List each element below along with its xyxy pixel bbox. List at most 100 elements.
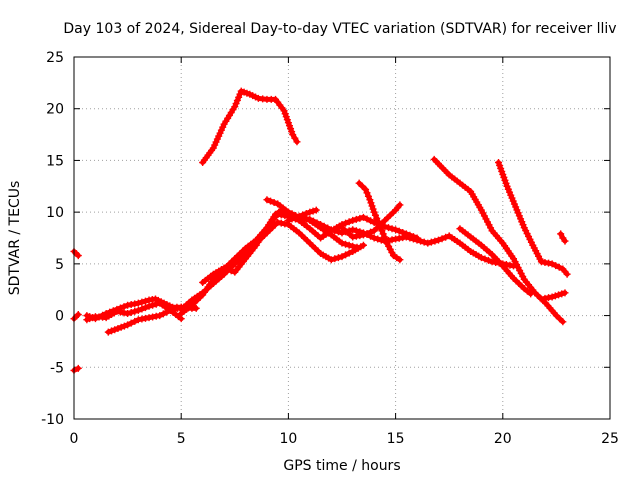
data-point <box>227 267 235 275</box>
x-tick-label: 15 <box>387 431 405 447</box>
data-point <box>377 224 385 232</box>
data-point <box>334 254 342 262</box>
data-point <box>552 312 560 320</box>
data-point <box>563 270 571 278</box>
data-point <box>358 182 366 190</box>
data-point <box>235 93 243 101</box>
data-point <box>141 297 149 305</box>
data-point <box>74 364 82 372</box>
data-point <box>312 206 320 214</box>
data-point <box>134 306 142 314</box>
y-tick-label: 5 <box>55 257 64 273</box>
x-tick-label: 5 <box>177 431 186 447</box>
plot-frame <box>73 56 611 420</box>
data-point <box>388 248 396 256</box>
data-point <box>170 305 178 313</box>
data-point <box>270 198 278 206</box>
data-point <box>363 230 371 238</box>
y-tick-label: 25 <box>46 50 64 66</box>
data-point <box>138 298 146 306</box>
data-point <box>117 323 125 331</box>
data-point <box>373 214 381 222</box>
data-point <box>556 315 564 323</box>
data-point <box>353 243 361 251</box>
data-point <box>442 233 450 241</box>
y-tick-label: 20 <box>46 102 64 118</box>
data-point <box>108 327 116 335</box>
data-point <box>166 306 174 314</box>
data-point <box>364 192 372 200</box>
y-tick-label: -10 <box>41 412 64 428</box>
data-point <box>378 227 386 235</box>
series-arc-18 <box>537 289 569 303</box>
series-arc-13 <box>355 179 404 264</box>
chart-title: Day 103 of 2024, Sidereal Day-to-day VTE… <box>63 21 616 37</box>
data-point <box>396 201 404 209</box>
series-arc-5 <box>83 299 185 324</box>
data-point <box>236 90 244 98</box>
data-point <box>374 235 382 243</box>
data-point <box>359 241 367 249</box>
data-point <box>291 134 299 142</box>
data-point <box>406 231 414 239</box>
data-point <box>359 213 367 221</box>
data-point <box>420 238 428 246</box>
data-point <box>232 100 240 108</box>
data-point <box>284 208 292 216</box>
data-point <box>431 237 439 245</box>
data-point <box>192 304 200 312</box>
data-point <box>366 196 374 204</box>
data-point <box>561 237 569 245</box>
data-point <box>342 240 350 248</box>
data-point <box>367 228 375 236</box>
data-point <box>127 308 135 316</box>
data-point <box>368 202 376 210</box>
grid-lines <box>74 57 610 419</box>
data-point <box>302 215 310 223</box>
y-axis-label: SDTVAR / TECUs <box>7 181 23 296</box>
data-point <box>156 312 164 320</box>
data-point <box>124 321 132 329</box>
x-tick-label: 10 <box>279 431 297 447</box>
series-arc-19 <box>557 230 569 245</box>
data-point <box>306 208 314 216</box>
data-point <box>369 205 377 213</box>
series-arc-10 <box>263 196 361 251</box>
data-point <box>342 219 350 227</box>
data-point <box>555 291 563 299</box>
data-point <box>338 253 346 261</box>
data-point <box>342 251 350 259</box>
data-point <box>349 226 357 234</box>
data-point <box>561 289 569 297</box>
data-point <box>374 217 382 225</box>
data-point <box>362 185 370 193</box>
data-point <box>359 231 367 239</box>
x-tick-label: 25 <box>601 431 619 447</box>
data-point <box>224 265 232 273</box>
data-point <box>104 328 112 336</box>
data-point <box>413 234 421 242</box>
data-point <box>349 242 357 250</box>
data-point <box>392 226 400 234</box>
data-point <box>74 311 82 319</box>
data-point <box>388 225 396 233</box>
data-point <box>481 255 489 263</box>
y-tick-label: 10 <box>46 205 64 221</box>
data-point <box>395 227 403 235</box>
data-point <box>424 239 432 247</box>
data-point <box>380 233 388 241</box>
data-point <box>345 241 353 249</box>
data-point <box>220 264 228 272</box>
data-point <box>551 292 559 300</box>
data-point <box>371 211 379 219</box>
data-point <box>163 308 171 316</box>
series-arc-17 <box>495 158 571 278</box>
data-point <box>345 218 353 226</box>
data-point <box>131 317 139 325</box>
data-point <box>356 214 364 222</box>
data-point <box>331 255 339 263</box>
data-point <box>120 303 128 311</box>
data-point <box>402 230 410 238</box>
series-arc-16 <box>456 225 535 298</box>
